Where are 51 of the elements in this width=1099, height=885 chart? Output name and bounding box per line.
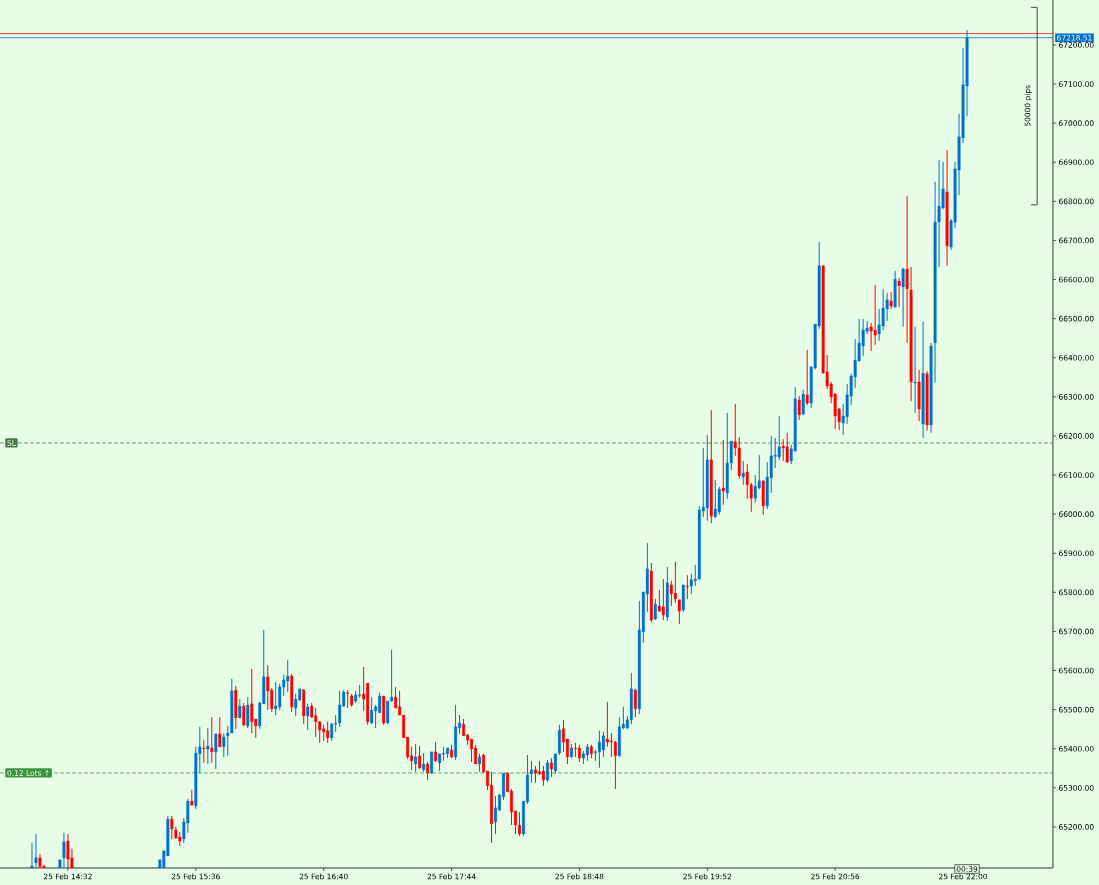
candlestick xyxy=(530,760,533,784)
candlestick xyxy=(238,698,242,719)
candlestick xyxy=(797,395,801,421)
candlestick xyxy=(805,349,809,406)
candlestick xyxy=(286,659,290,693)
candlestick xyxy=(633,688,637,718)
candlestick xyxy=(338,690,342,728)
candlestick xyxy=(753,474,757,504)
candlestick xyxy=(326,721,330,744)
candlestick xyxy=(314,707,318,738)
candlestick xyxy=(669,580,673,607)
candlestick xyxy=(745,463,749,500)
candlestick xyxy=(206,727,210,765)
candlestick xyxy=(713,479,717,519)
candlestick xyxy=(518,811,521,837)
candlestick xyxy=(721,439,725,506)
candlestick xyxy=(901,267,905,328)
candlestick xyxy=(781,438,785,462)
candlestick xyxy=(370,696,374,725)
candlestick xyxy=(274,681,278,716)
candlestick xyxy=(801,389,805,416)
candlestick xyxy=(202,739,206,764)
candlestick xyxy=(170,815,174,840)
candlestick xyxy=(549,757,553,778)
candlestick xyxy=(378,692,382,714)
candlestick xyxy=(542,765,545,787)
candlestick xyxy=(741,460,745,486)
candlestick xyxy=(689,573,693,595)
candlestick xyxy=(422,752,426,773)
candlestick xyxy=(661,578,665,621)
candlestick xyxy=(306,703,310,731)
candlestick xyxy=(597,730,601,769)
candlestick xyxy=(889,291,893,310)
candlestick xyxy=(470,738,474,763)
candlestick xyxy=(266,664,270,711)
candlestick xyxy=(897,277,901,308)
candlestick xyxy=(218,716,222,748)
candlestick xyxy=(546,759,549,783)
candlestick xyxy=(214,733,218,770)
candlestick xyxy=(657,589,661,613)
candlestick xyxy=(430,751,434,775)
candlestick xyxy=(605,701,609,748)
candlestick xyxy=(609,732,613,758)
candlestick xyxy=(210,716,214,764)
candlestick xyxy=(250,668,254,734)
candlestick xyxy=(494,795,497,835)
candlestick xyxy=(785,432,789,464)
candlestick xyxy=(685,574,689,600)
candlestick xyxy=(246,696,250,729)
candlestick xyxy=(414,743,418,773)
candlestick xyxy=(913,326,917,414)
